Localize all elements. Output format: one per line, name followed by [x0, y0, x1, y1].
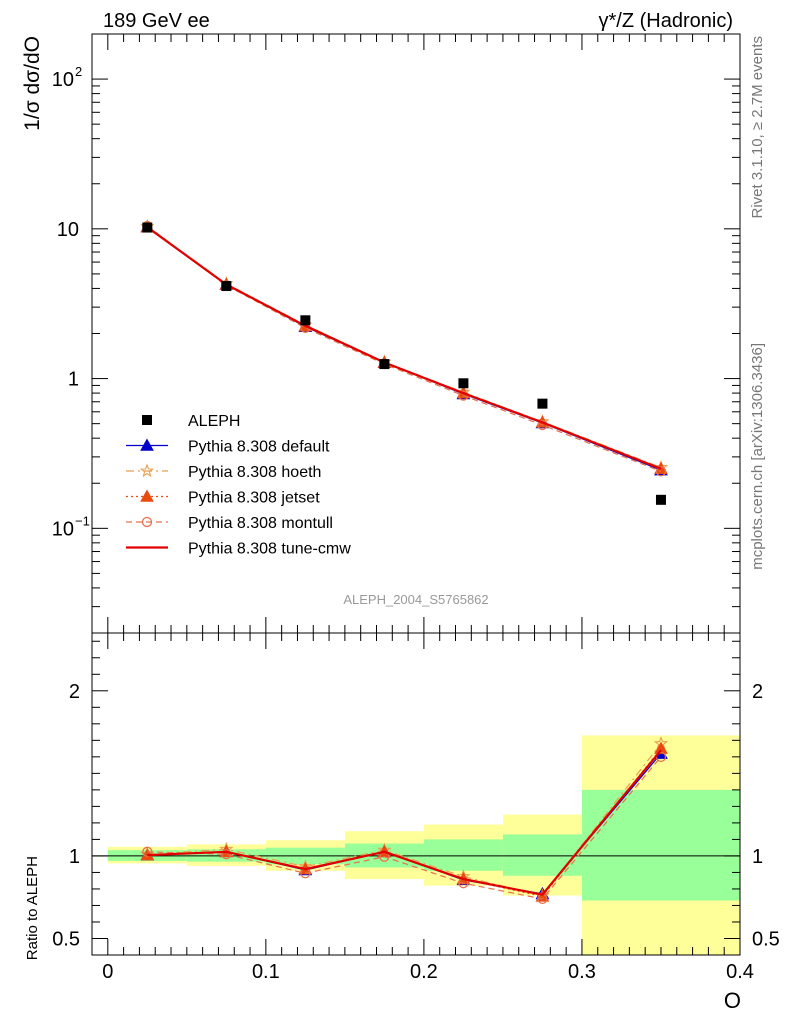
ratio-series-marker-3 [221, 849, 232, 860]
legend-marker [139, 463, 155, 478]
data-point [221, 281, 232, 292]
ratio-y-tick-label: 0.5 [52, 928, 80, 950]
legend-label: Pythia 8.308 default [188, 439, 330, 456]
data-point [142, 222, 153, 233]
ratio-y-tick-label: 1 [69, 846, 80, 868]
ratio-inner-band [581, 789, 740, 901]
series-line-0 [146, 226, 662, 471]
ratio-series-marker-2 [654, 741, 668, 754]
ratio-plot-frame [91, 632, 741, 956]
mcplots-citation-text: mcplots.cern.ch [arXiv:1306.3436] [749, 343, 766, 570]
x-tick-label: 0.2 [410, 961, 438, 983]
legend-marker [140, 438, 154, 451]
ratio-series-line-4 [147, 749, 662, 896]
ratio-series-line-3 [147, 756, 662, 900]
y-tick-label: 10 [52, 69, 74, 91]
data-point [537, 398, 548, 409]
analysis-watermark: ALEPH_2004_S5765862 [343, 592, 488, 607]
series-line-1 [146, 226, 662, 468]
y-axis-label: 1/σ dσ/dO [21, 36, 44, 131]
x-tick-label: 0.4 [726, 961, 754, 983]
data-point [300, 315, 311, 326]
series-marker-3 [655, 466, 667, 477]
ratio-plot: 2 2 1 1 0.5 0.5 Ratio to ALEPH 0 0.1 0.2 0.3 0.4 O [24, 632, 780, 1013]
y-tick-exponent: 2 [75, 64, 82, 79]
data-point [379, 359, 390, 370]
legend-label: Pythia 8.308 hoeth [188, 464, 321, 481]
legend-marker [140, 489, 154, 502]
ratio-inner-band [423, 839, 503, 871]
legend-data-marker [142, 415, 152, 425]
rivet-version-text: Rivet 3.1.10, ≥ 2.7M events [749, 36, 766, 219]
x-tick-label: 0.1 [252, 961, 280, 983]
y-tick-exponent: −1 [75, 513, 90, 528]
title-left: 189 GeV ee [103, 10, 210, 32]
x-tick-label: 0.3 [568, 961, 596, 983]
y-tick-label: 10 [57, 219, 79, 241]
legend-label: ALEPH [188, 413, 240, 430]
ratio-y-tick-label: 2 [69, 681, 80, 703]
legend-marker [141, 516, 153, 528]
data-point [458, 378, 469, 389]
legend-label: Pythia 8.308 montull [188, 515, 333, 532]
legend-label: Pythia 8.308 tune-cmw [188, 541, 351, 558]
legend-label: Pythia 8.308 jetset [188, 490, 320, 507]
ratio-y-tick-label-right: 2 [752, 681, 763, 703]
ratio-series-marker-3 [142, 846, 153, 857]
ratio-inner-band [502, 834, 582, 876]
series-line-3 [146, 225, 662, 472]
title-right: γ*/Z (Hadronic) [599, 10, 733, 32]
ratio-y-axis-label: Ratio to ALEPH [24, 856, 41, 960]
series-line-2 [146, 226, 662, 470]
y-tick-label: 10 [52, 518, 74, 540]
ratio-y-tick-label-right: 1 [752, 846, 763, 868]
y-tick-label: 1 [68, 369, 79, 391]
ratio-y-tick-label-right: 0.5 [752, 928, 780, 950]
x-axis-label: O [724, 988, 741, 1013]
series-line-4 [146, 226, 662, 470]
data-point [655, 494, 666, 505]
x-tick-label: 0 [102, 961, 113, 983]
